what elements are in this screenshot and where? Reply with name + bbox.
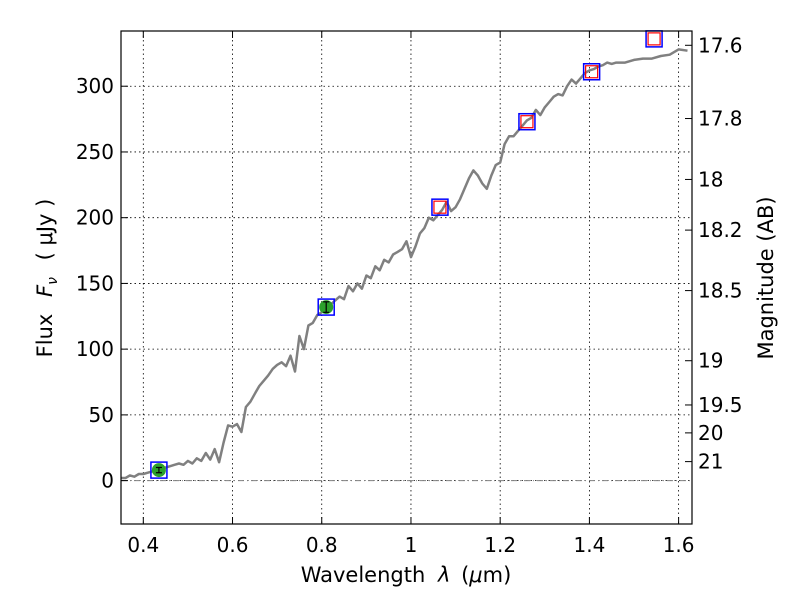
y-tick-label: 100 xyxy=(76,337,114,361)
x-axis-label: Wavelength λ (μm) xyxy=(301,563,512,587)
y2-tick-label: 18.5 xyxy=(698,279,743,303)
y-tick-label: 0 xyxy=(101,469,114,493)
x-tick-label: 0.8 xyxy=(306,533,338,557)
model-point-inner xyxy=(520,115,534,129)
y2-tick-label: 18 xyxy=(698,167,723,191)
y2-tick-label: 20 xyxy=(698,421,723,445)
y-tick-label: 250 xyxy=(76,140,114,164)
y-axis-label: Flux Fν ( μJy ) xyxy=(33,199,62,358)
x-tick-label: 0.6 xyxy=(217,533,249,557)
y-tick-label: 200 xyxy=(76,206,114,230)
model-point-box xyxy=(582,63,601,81)
y2-tick-label: 18.2 xyxy=(698,218,743,242)
y2-tick-label: 19.5 xyxy=(698,393,743,417)
x-tick-label: 1.6 xyxy=(663,533,695,557)
x-tick-label: 1.2 xyxy=(484,533,516,557)
y2-tick-label: 19 xyxy=(698,349,723,373)
grid xyxy=(121,31,692,524)
model-point-box xyxy=(431,198,449,216)
axis-ticks: 0.4 0.6 0.8 1 1.2 1.4 1.6 0 50 100 150 200 250 300 17.… xyxy=(76,31,743,557)
x-tick-label: 1.4 xyxy=(573,533,605,557)
y2-tick-label: 21 xyxy=(698,450,723,474)
model-point-inner xyxy=(433,200,447,214)
y2-tick-label: 17.8 xyxy=(698,107,743,131)
y-tick-label: 50 xyxy=(89,403,114,427)
x-tick-label: 0.4 xyxy=(127,533,159,557)
model-point-box xyxy=(518,112,536,131)
y-tick-label: 150 xyxy=(76,271,114,295)
observed-point-box xyxy=(150,461,168,479)
model-point-inner xyxy=(647,32,661,46)
y2-axis-label: Magnitude (AB) xyxy=(754,196,778,359)
y-tick-label: 300 xyxy=(76,74,114,98)
plot-frame xyxy=(120,30,693,525)
sed-model-line xyxy=(121,48,688,480)
data-points xyxy=(150,30,663,479)
y2-tick-label: 17.6 xyxy=(698,33,743,57)
model-point-inner xyxy=(585,65,599,79)
observed-point-box xyxy=(317,298,335,316)
x-tick-label: 1 xyxy=(405,533,418,557)
